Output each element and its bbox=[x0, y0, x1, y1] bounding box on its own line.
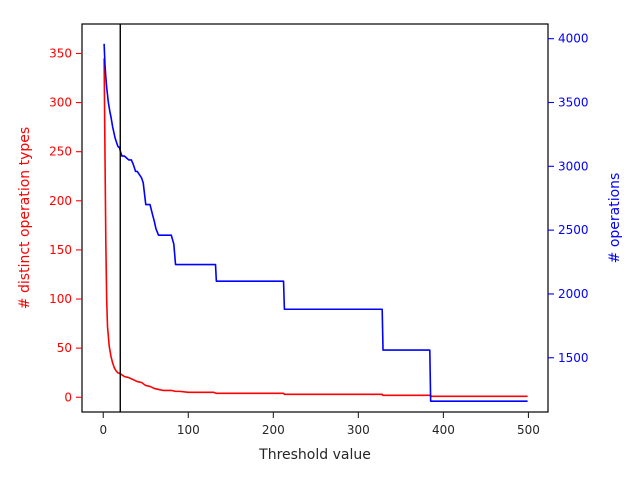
x-tick-label: 400 bbox=[432, 423, 455, 437]
left-tick-label: 50 bbox=[57, 341, 72, 355]
left-tick-label: 200 bbox=[49, 194, 72, 208]
left-tick-label: 0 bbox=[64, 390, 72, 404]
left-tick-label: 250 bbox=[49, 145, 72, 159]
distinct-types-line bbox=[103, 58, 528, 398]
left-y-axis-title: # distinct operation types bbox=[17, 127, 33, 309]
plot-frame bbox=[81, 23, 549, 413]
left-axis-ticks: 0 50 100 150 200 250 300 350 bbox=[49, 46, 82, 404]
right-tick-label: 2000 bbox=[558, 287, 589, 301]
right-tick-label: 3000 bbox=[558, 159, 589, 173]
plot-marks bbox=[103, 24, 528, 412]
x-tick-label: 0 bbox=[99, 423, 107, 437]
left-tick-label: 100 bbox=[49, 292, 72, 306]
x-tick-label: 500 bbox=[517, 423, 540, 437]
operations-line bbox=[103, 43, 528, 402]
right-y-axis-title: # operations bbox=[607, 173, 623, 264]
right-axis-ticks: 1500 2000 2500 3000 3500 4000 bbox=[548, 32, 589, 365]
right-tick-label: 2500 bbox=[558, 223, 589, 237]
right-tick-label: 1500 bbox=[558, 351, 589, 365]
x-tick-label: 300 bbox=[347, 423, 370, 437]
right-tick-label: 4000 bbox=[558, 32, 589, 46]
left-tick-label: 150 bbox=[49, 243, 72, 257]
x-tick-label: 100 bbox=[177, 423, 200, 437]
left-tick-label: 300 bbox=[49, 96, 72, 110]
x-tick-label: 200 bbox=[262, 423, 285, 437]
x-axis-ticks: 0 100 200 300 400 500 bbox=[99, 412, 540, 437]
left-tick-label: 350 bbox=[49, 46, 72, 60]
right-tick-label: 3500 bbox=[558, 95, 589, 109]
x-axis-title: Threshold value bbox=[258, 447, 371, 463]
